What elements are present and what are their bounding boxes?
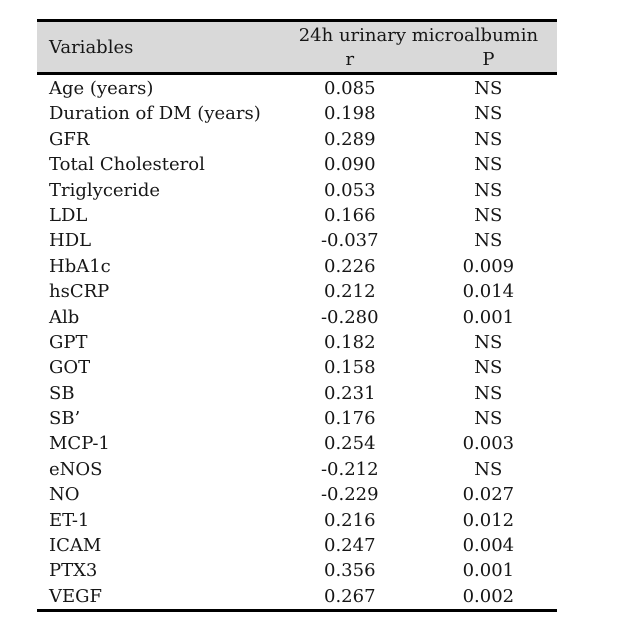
row-p-value: 0.004 <box>462 535 515 557</box>
table-row: HbA1c 0.226 0.009 <box>37 254 557 279</box>
row-variable: SB’ <box>49 408 81 430</box>
row-p-value: NS <box>474 408 503 430</box>
row-variable: eNOS <box>49 458 103 480</box>
row-r-value: 0.247 <box>324 535 376 557</box>
row-variable: GFR <box>49 128 90 150</box>
row-variable: hsCRP <box>49 281 110 303</box>
row-p-value: NS <box>474 357 503 379</box>
row-r-value: 0.182 <box>324 331 376 353</box>
table-row: GFR 0.289 NS <box>37 127 557 152</box>
row-p-value: NS <box>474 230 503 252</box>
row-variable: Triglyceride <box>49 179 161 201</box>
row-p-value: NS <box>474 154 503 176</box>
header-subrow: r P <box>280 48 557 72</box>
table-row: ET-1 0.216 0.012 <box>37 508 557 533</box>
row-p-value: 0.009 <box>462 255 515 277</box>
row-r-value: 0.226 <box>324 255 376 277</box>
row-p-value: NS <box>474 128 503 150</box>
row-r-value: -0.212 <box>320 458 379 480</box>
table-row: Triglyceride 0.053 NS <box>37 178 557 203</box>
row-variable: ET-1 <box>49 509 90 531</box>
row-variable: LDL <box>49 204 88 226</box>
row-variable: ICAM <box>49 535 102 557</box>
table-row: SB’ 0.176 NS <box>37 406 557 431</box>
row-r-value: 0.231 <box>324 382 376 404</box>
table-row: Age (years) 0.085 NS <box>37 76 557 101</box>
row-r-value: 0.198 <box>324 103 376 125</box>
header-col-r-label: r <box>345 48 355 70</box>
table-row: Alb -0.280 0.001 <box>37 305 557 330</box>
row-variable: HbA1c <box>49 255 111 277</box>
table-row: GOT 0.158 NS <box>37 355 557 380</box>
row-variable: SB <box>49 382 75 404</box>
row-variable: VEGF <box>49 585 103 607</box>
row-r-value: 0.090 <box>324 154 376 176</box>
row-r-value: -0.280 <box>320 306 379 328</box>
table-body: Age (years) 0.085 NS Duration of DM (yea… <box>37 75 557 613</box>
table-row: PTX3 0.356 0.001 <box>37 558 557 583</box>
row-p-value: NS <box>474 204 503 226</box>
row-p-value: 0.014 <box>462 281 515 303</box>
row-r-value: 0.166 <box>324 204 376 226</box>
row-p-value: 0.002 <box>462 585 515 607</box>
row-r-value: 0.212 <box>324 281 376 303</box>
row-variable: Duration of DM (years) <box>49 103 261 125</box>
row-r-value: 0.356 <box>324 560 376 582</box>
row-r-value: 0.158 <box>324 357 376 379</box>
row-variable: PTX3 <box>49 560 98 582</box>
row-variable: GPT <box>49 331 88 353</box>
row-r-value: -0.037 <box>320 230 379 252</box>
row-r-value: 0.176 <box>324 408 376 430</box>
table-row: VEGF 0.267 0.002 <box>37 584 557 609</box>
row-variable: Alb <box>49 306 80 328</box>
table-row: ICAM 0.247 0.004 <box>37 533 557 558</box>
row-r-value: 0.085 <box>324 78 376 99</box>
table-row: Total Cholesterol 0.090 NS <box>37 152 557 177</box>
table-row: Duration of DM (years) 0.198 NS <box>37 101 557 126</box>
row-p-value: NS <box>474 78 503 99</box>
row-r-value: -0.229 <box>320 484 379 506</box>
table-row: LDL 0.166 NS <box>37 203 557 228</box>
row-variable: MCP-1 <box>49 433 110 455</box>
header-col-p-label: P <box>482 48 495 70</box>
row-p-value: NS <box>474 458 503 480</box>
table-row: hsCRP 0.212 0.014 <box>37 279 557 304</box>
row-p-value: 0.012 <box>462 509 515 531</box>
row-r-value: 0.053 <box>324 179 376 201</box>
header-group: 24h urinary microalbumin r P <box>280 22 557 72</box>
header-group-label: 24h urinary microalbumin <box>298 24 539 46</box>
row-r-value: 0.289 <box>324 128 376 150</box>
row-p-value: 0.001 <box>462 306 515 328</box>
header-variables-label: Variables <box>49 36 134 58</box>
row-variable: HDL <box>49 230 92 252</box>
row-p-value: 0.027 <box>462 484 515 506</box>
table-row: GPT 0.182 NS <box>37 330 557 355</box>
correlation-table: Variables 24h urinary microalbumin r P A… <box>37 19 557 613</box>
table-row: SB 0.231 NS <box>37 381 557 406</box>
table-row: HDL -0.037 NS <box>37 228 557 253</box>
row-variable: GOT <box>49 357 91 379</box>
row-p-value: 0.003 <box>462 433 515 455</box>
row-variable: NO <box>49 484 80 506</box>
table-row: NO -0.229 0.027 <box>37 482 557 507</box>
row-r-value: 0.216 <box>324 509 376 531</box>
table-row: eNOS -0.212 NS <box>37 457 557 482</box>
row-p-value: NS <box>474 103 503 125</box>
row-p-value: NS <box>474 331 503 353</box>
row-r-value: 0.254 <box>324 433 376 455</box>
row-p-value: NS <box>474 382 503 404</box>
row-p-value: 0.001 <box>462 560 515 582</box>
table-row: MCP-1 0.254 0.003 <box>37 431 557 456</box>
row-r-value: 0.267 <box>324 585 376 607</box>
row-variable: Total Cholesterol <box>49 154 205 176</box>
table-header: Variables 24h urinary microalbumin r P <box>37 19 557 75</box>
row-p-value: NS <box>474 179 503 201</box>
row-variable: Age (years) <box>49 78 154 99</box>
